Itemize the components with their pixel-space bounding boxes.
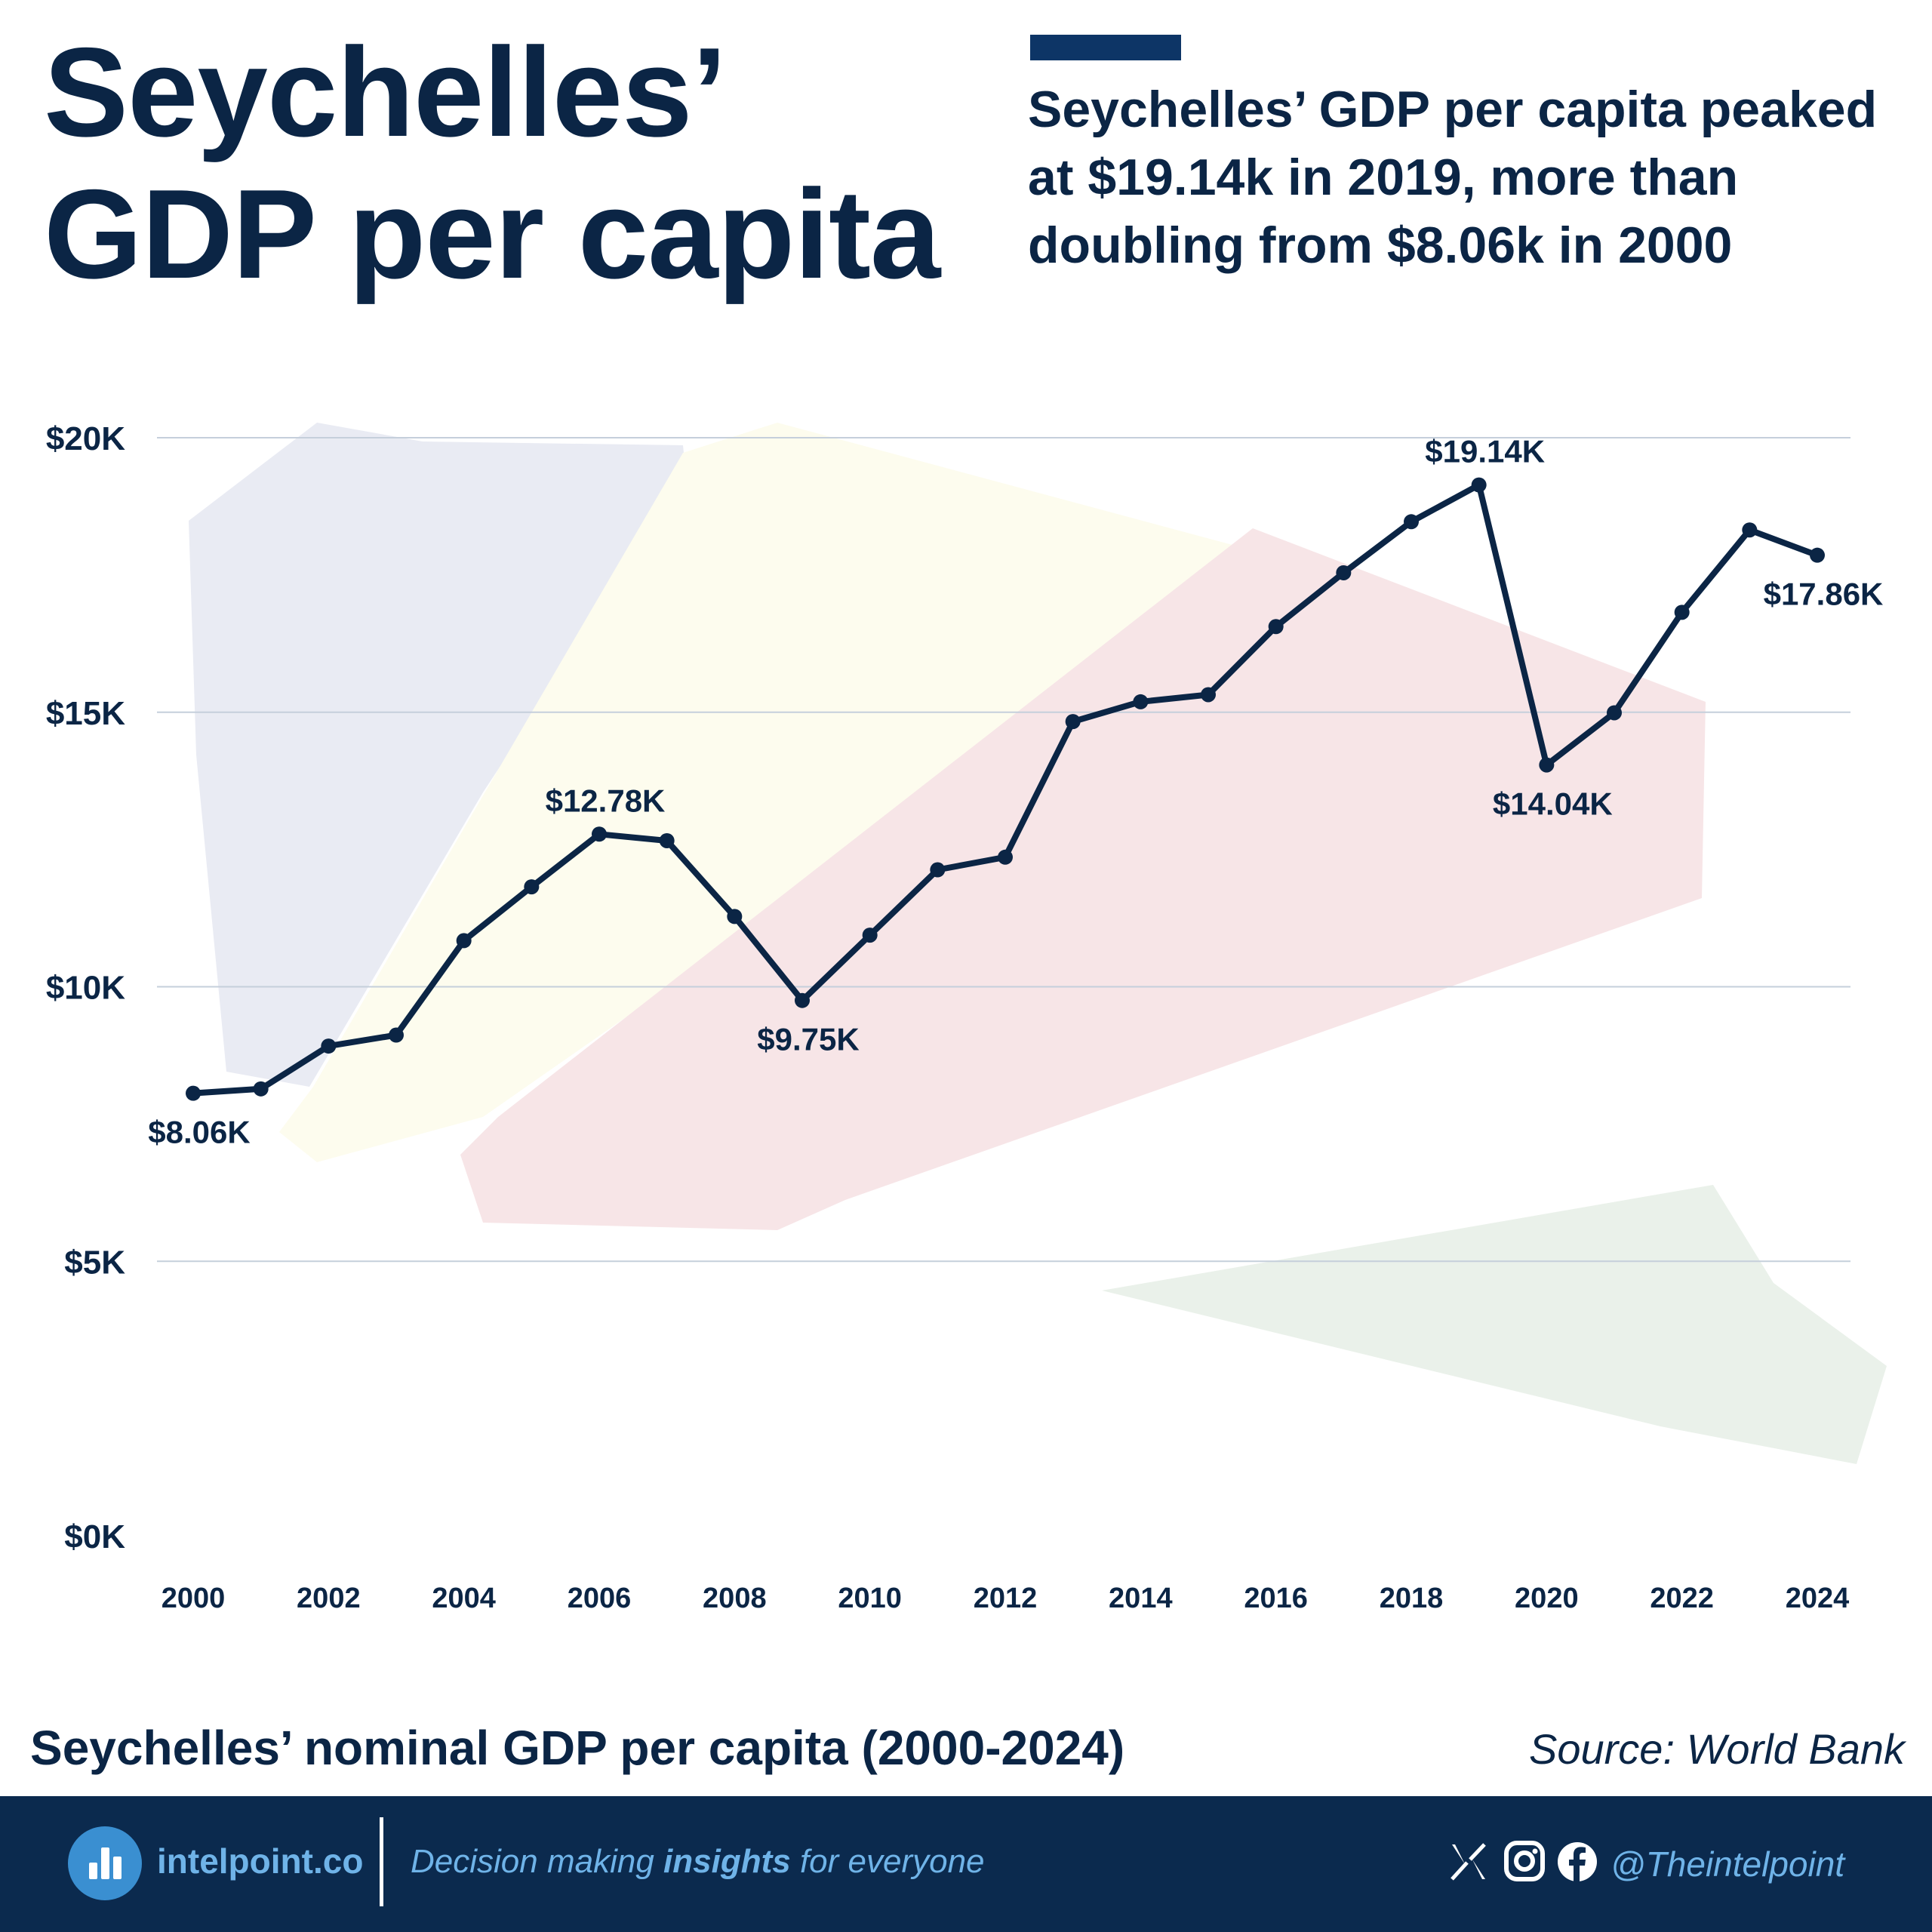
title-line-1: Seychelles’ [44,21,727,163]
data-point [795,992,810,1008]
x-icon[interactable] [1446,1835,1491,1888]
x-tick-label: 2000 [162,1583,226,1614]
data-point [1810,547,1825,563]
headline-accent-bar [1030,35,1181,60]
data-point [727,909,743,924]
data-point [1065,714,1081,730]
data-point [862,928,878,943]
brand-name[interactable]: intelpoint.co [157,1841,364,1881]
x-tick-label: 2018 [1380,1583,1444,1614]
x-tick-label: 2006 [568,1583,632,1614]
footer-tagline: Decision making insights for everyone [411,1840,985,1884]
data-point [456,933,472,949]
facebook-icon[interactable] [1555,1835,1600,1888]
x-tick-label: 2016 [1244,1583,1308,1614]
x-tick-label: 2014 [1109,1583,1173,1614]
y-tick-label: $0K [64,1518,125,1555]
flag-yellow-stroke [279,423,1283,1162]
data-point [998,849,1013,865]
tagline-bold: insights [663,1843,791,1880]
data-label: $14.04K [1493,786,1613,822]
social-handle[interactable]: @Theintelpoint [1611,1844,1845,1884]
chart-subtitle: Seychelles’ nominal GDP per capita (2000… [30,1721,1125,1775]
data-point [1133,694,1149,709]
data-point [1607,705,1622,721]
data-point [1404,514,1419,530]
data-label: $19.14K [1425,434,1545,469]
data-label: $17.86K [1764,577,1884,612]
data-point [1268,619,1284,635]
x-tick-label: 2010 [838,1583,902,1614]
y-tick-label: $5K [64,1244,125,1281]
flag-blue-stroke [189,423,687,1087]
tagline-post: for everyone [790,1843,985,1880]
data-point [524,879,540,895]
data-point [186,1085,201,1101]
data-label: $12.78K [546,783,666,818]
data-point [1201,687,1216,703]
data-point [1674,605,1690,620]
data-points [186,477,1825,1101]
flag-red-stroke [460,528,1706,1230]
x-tick-label: 2008 [703,1583,767,1614]
flag-green-stroke [1102,1185,1887,1464]
x-tick-label: 2022 [1650,1583,1714,1614]
y-tick-label: $15K [46,695,125,732]
chart-title: Seychelles’ GDP per capita [44,21,940,305]
flag-background [189,423,1887,1464]
data-labels: $8.06K $12.78K $9.75K $19.14K $14.04K $17.86K [148,434,1883,1150]
data-label: $9.75K [757,1022,859,1057]
intelpoint-logo-icon[interactable] [68,1826,142,1900]
data-point [592,826,607,842]
tagline-pre: Decision making [411,1843,664,1880]
x-tick-label: 2024 [1786,1583,1850,1614]
instagram-icon[interactable] [1502,1835,1547,1888]
x-axis-labels: 2000 2002 2004 2006 2008 2010 2012 2014 2016 2018… [162,1583,1850,1614]
footer-divider [380,1817,383,1906]
x-tick-label: 2004 [432,1583,496,1614]
title-line-2: GDP per capita [44,163,940,305]
data-point [253,1081,269,1097]
data-point [659,832,675,848]
data-label: $8.06K [148,1115,250,1150]
data-point [1539,757,1555,773]
y-gridlines [157,437,1850,1263]
x-tick-label: 2012 [974,1583,1038,1614]
footer-bar: intelpoint.co Decision making insights f… [0,1796,1932,1932]
data-point [1336,565,1352,580]
data-point [1471,477,1487,493]
y-axis-labels: $0K $5K $10K $15K $20K [46,420,125,1555]
x-tick-label: 2002 [297,1583,361,1614]
data-point [930,862,946,878]
data-point [389,1027,404,1043]
y-tick-label: $10K [46,970,125,1007]
data-point [321,1038,337,1054]
source-credit: Source: World Bank [1529,1725,1905,1773]
data-point [1742,522,1758,538]
x-tick-label: 2020 [1515,1583,1579,1614]
y-tick-label: $20K [46,420,125,457]
headline-text: Seychelles’ GDP per capita peaked at $19… [1028,81,1878,274]
